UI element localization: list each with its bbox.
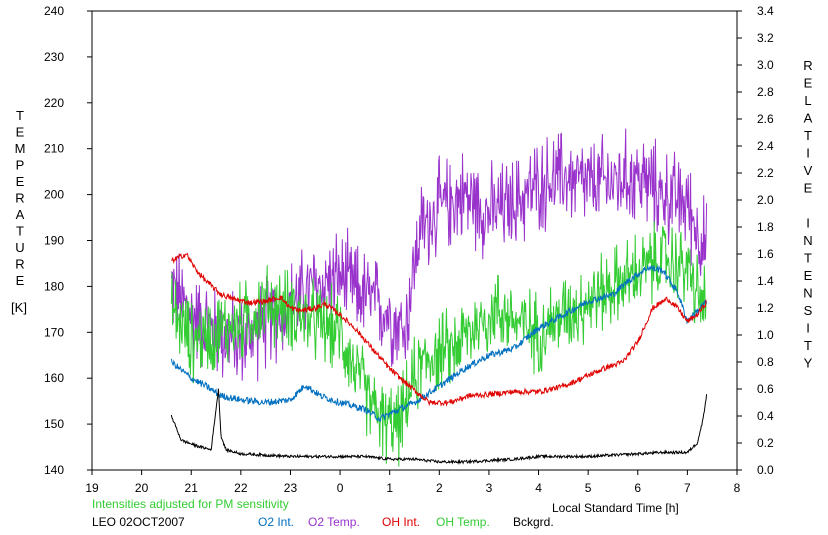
right-tick-label: 1.2 xyxy=(757,301,774,315)
legend-o2-temp: O2 Temp. xyxy=(308,515,360,529)
right-axis-ticks: 0.0 0.2 0.4 0.6 0.8 1.0 1.2 1.4 1.6 1.8 2.0 2.2 2.4 2… xyxy=(737,4,774,477)
right-tick-label: 1.6 xyxy=(757,247,774,261)
x-tick-label: 8 xyxy=(734,481,741,495)
series-layer xyxy=(170,128,708,467)
right-tick-label: 1.8 xyxy=(757,220,774,234)
left-tick-label: 180 xyxy=(44,279,64,293)
right-tick-label: 3.4 xyxy=(757,4,774,18)
left-tick-label: 210 xyxy=(44,142,64,156)
right-tick-label: 2.6 xyxy=(757,112,774,126)
x-tick-label: 19 xyxy=(85,481,99,495)
series-line-o2-temp xyxy=(170,128,708,382)
x-tick-label: 20 xyxy=(135,481,149,495)
series-line-o2-int xyxy=(170,264,708,423)
right-tick-label: 3.0 xyxy=(757,58,774,72)
left-axis-unit: [K] xyxy=(11,300,27,315)
series-line-bckgrd xyxy=(170,388,708,466)
x-tick-label: 1 xyxy=(386,481,393,495)
right-tick-label: 0.6 xyxy=(757,382,774,396)
left-tick-label: 220 xyxy=(44,96,64,110)
x-tick-label: 2 xyxy=(436,481,443,495)
left-tick-label: 230 xyxy=(44,50,64,64)
right-tick-label: 2.2 xyxy=(757,166,774,180)
left-tick-label: 140 xyxy=(44,463,64,477)
right-tick-label: 2.0 xyxy=(757,193,774,207)
left-tick-label: 150 xyxy=(44,417,64,431)
x-tick-label: 22 xyxy=(234,481,248,495)
right-tick-label: 1.4 xyxy=(757,274,774,288)
left-tick-label: 200 xyxy=(44,188,64,202)
site-date-label: LEO 02OCT2007 xyxy=(92,515,185,529)
left-tick-label: 160 xyxy=(44,371,64,385)
legend-background: Bckgrd. xyxy=(513,515,554,529)
x-tick-label: 21 xyxy=(185,481,199,495)
left-tick-label: 190 xyxy=(44,234,64,248)
x-axis-label: Local Standard Time [h] xyxy=(552,501,679,515)
right-tick-label: 3.2 xyxy=(757,31,774,45)
right-tick-label: 0.4 xyxy=(757,409,774,423)
right-tick-label: 0.8 xyxy=(757,355,774,369)
right-tick-label: 2.4 xyxy=(757,139,774,153)
series-line-oh-int xyxy=(171,252,707,408)
x-tick-label: 23 xyxy=(284,481,298,495)
x-tick-label: 4 xyxy=(535,481,542,495)
x-axis-ticks: 19 20 21 22 23 0 1 2 3 4 5 6 7 8 xyxy=(85,470,741,495)
legend-oh-int: OH Int. xyxy=(382,515,421,529)
x-tick-label: 0 xyxy=(337,481,344,495)
right-tick-label: 0.2 xyxy=(757,436,774,450)
right-tick-label: 2.8 xyxy=(757,85,774,99)
x-tick-label: 5 xyxy=(585,481,592,495)
sensitivity-note: Intensities adjusted for PM sensitivity xyxy=(92,497,289,511)
left-tick-label: 170 xyxy=(44,325,64,339)
legend-oh-temp: OH Temp. xyxy=(436,515,490,529)
x-tick-label: 6 xyxy=(634,481,641,495)
x-tick-label: 3 xyxy=(486,481,493,495)
right-tick-label: 0.0 xyxy=(757,463,774,477)
left-tick-label: 240 xyxy=(44,4,64,18)
x-tick-label: 7 xyxy=(684,481,691,495)
legend-o2-int: O2 Int. xyxy=(258,515,295,529)
left-axis-ticks: 140 150 160 170 180 190 200 210 220 230 240 xyxy=(44,4,92,477)
right-tick-label: 1.0 xyxy=(757,328,774,342)
